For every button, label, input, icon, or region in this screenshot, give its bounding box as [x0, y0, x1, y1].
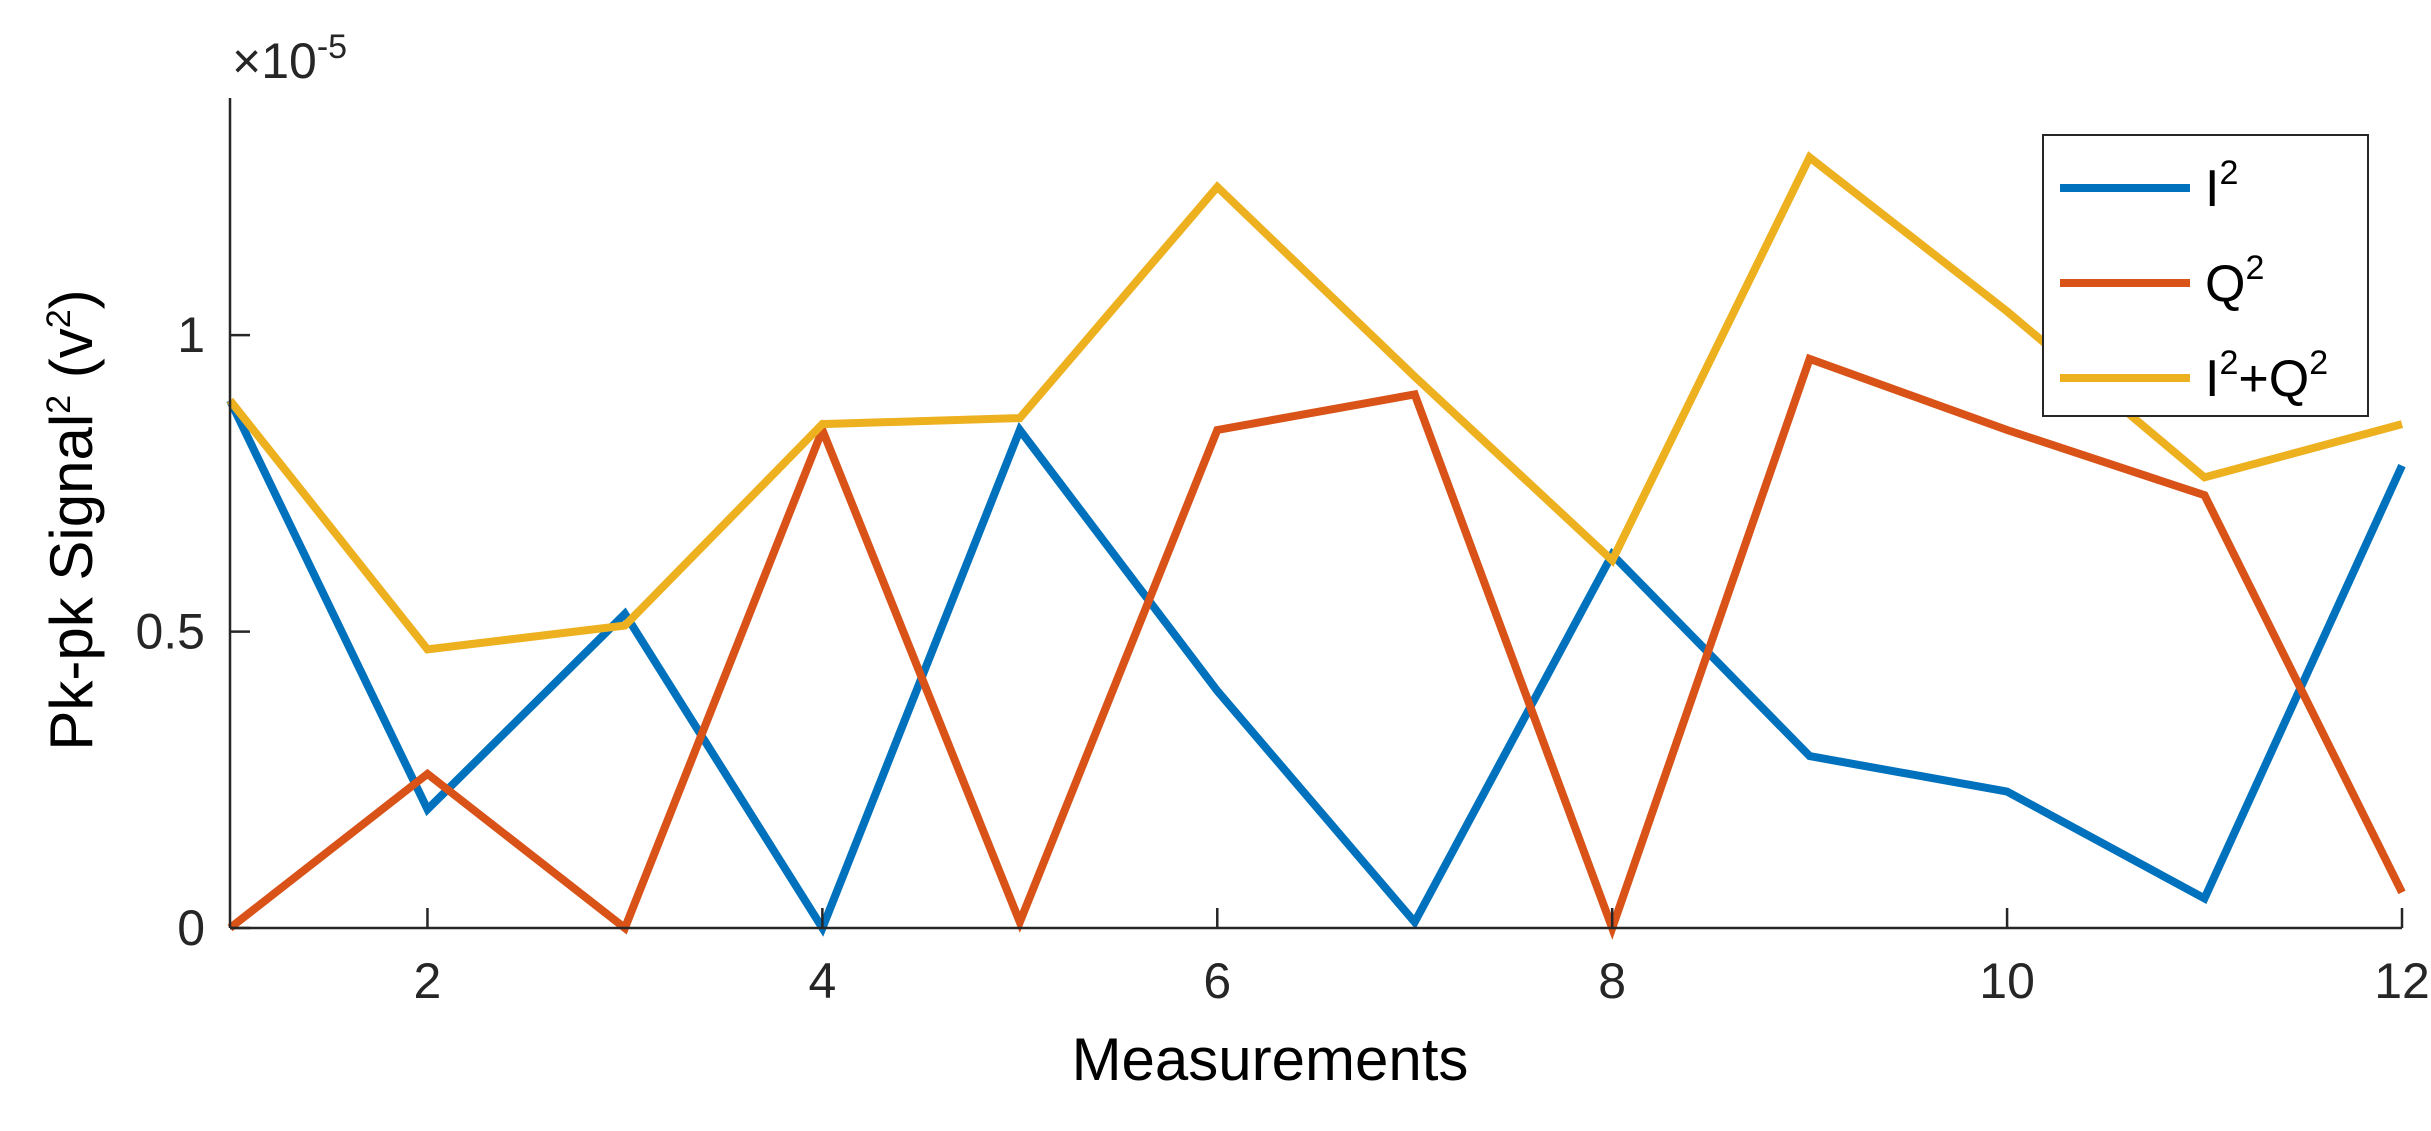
x-tick-label: 12: [2374, 953, 2430, 1009]
x-tick-label: 10: [1979, 953, 2035, 1009]
x-tick-label: 4: [808, 953, 836, 1009]
legend-box: [2042, 134, 2369, 417]
legend: I2 Q2 I2+Q2: [2042, 134, 2369, 417]
series-line-3: [226, 151, 2404, 654]
x-tick-label: 6: [1203, 953, 1231, 1009]
series-line-2: [227, 353, 2406, 940]
x-tick-label: 2: [414, 953, 442, 1009]
ticks-layer: 2 4 6 8 10 12 0 0.5 1: [135, 307, 2429, 1009]
y-tick-label: 0: [177, 900, 205, 956]
x-axis-label: Measurements: [1072, 1026, 1469, 1093]
y-axis-label: Pk-pk Signal2 (v2): [38, 289, 105, 750]
axes-layer: [228, 98, 2402, 930]
plot-background: [230, 98, 2402, 928]
legend-label-3: I2+Q2: [2205, 344, 2328, 408]
series-layer: [226, 151, 2406, 940]
legend-label-2: Q2: [2205, 249, 2264, 313]
y-exponent-label: ×10-5: [232, 28, 347, 89]
series-line-1: [226, 398, 2406, 937]
legend-label-1: I2: [2205, 154, 2238, 218]
x-tick-label: 8: [1598, 953, 1626, 1009]
y-tick-label: 0.5: [135, 604, 205, 660]
y-tick-label: 1: [177, 307, 205, 363]
